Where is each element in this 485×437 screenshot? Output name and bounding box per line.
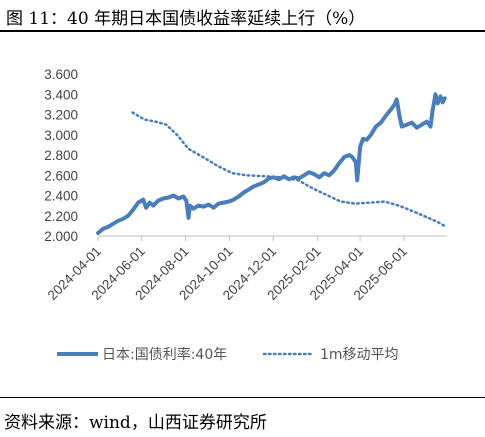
series-line-moving-average (131, 111, 448, 229)
figure-title: 图 11：40 年期日本国债收益率延续上行（%） (6, 9, 366, 29)
series-line-40y-yield (96, 92, 447, 235)
y-tick-label: 3.400 (44, 87, 78, 102)
y-tick-label: 3.200 (44, 108, 78, 123)
y-tick-label: 3.600 (44, 67, 78, 82)
y-tick-label: 2.000 (44, 229, 78, 244)
top-rule (0, 30, 485, 32)
x-axis: 2024-04-012024-06-012024-08-012024-10-01… (45, 235, 447, 303)
source-note: 资料来源：wind，山西证券研究所 (4, 413, 267, 433)
legend-label-dotted: 1m移动平均 (320, 347, 399, 363)
y-axis: 3.600 3.400 3.200 3.000 2.800 2.600 2.400 2.200… (44, 67, 78, 244)
y-tick-label: 3.000 (44, 128, 78, 143)
y-tick-label: 2.200 (44, 209, 78, 224)
y-tick-label: 2.800 (44, 148, 78, 163)
bottom-rule (0, 397, 485, 398)
line-chart: 3.600 3.400 3.200 3.000 2.800 2.600 2.400 2.200… (44, 67, 448, 363)
legend-label-solid: 日本:国债利率:40年 (102, 346, 227, 363)
y-tick-label: 2.400 (44, 189, 78, 204)
y-tick-label: 2.600 (44, 168, 78, 183)
plot-series (96, 92, 448, 235)
legend: 日本:国债利率:40年 1m移动平均 (57, 346, 399, 363)
